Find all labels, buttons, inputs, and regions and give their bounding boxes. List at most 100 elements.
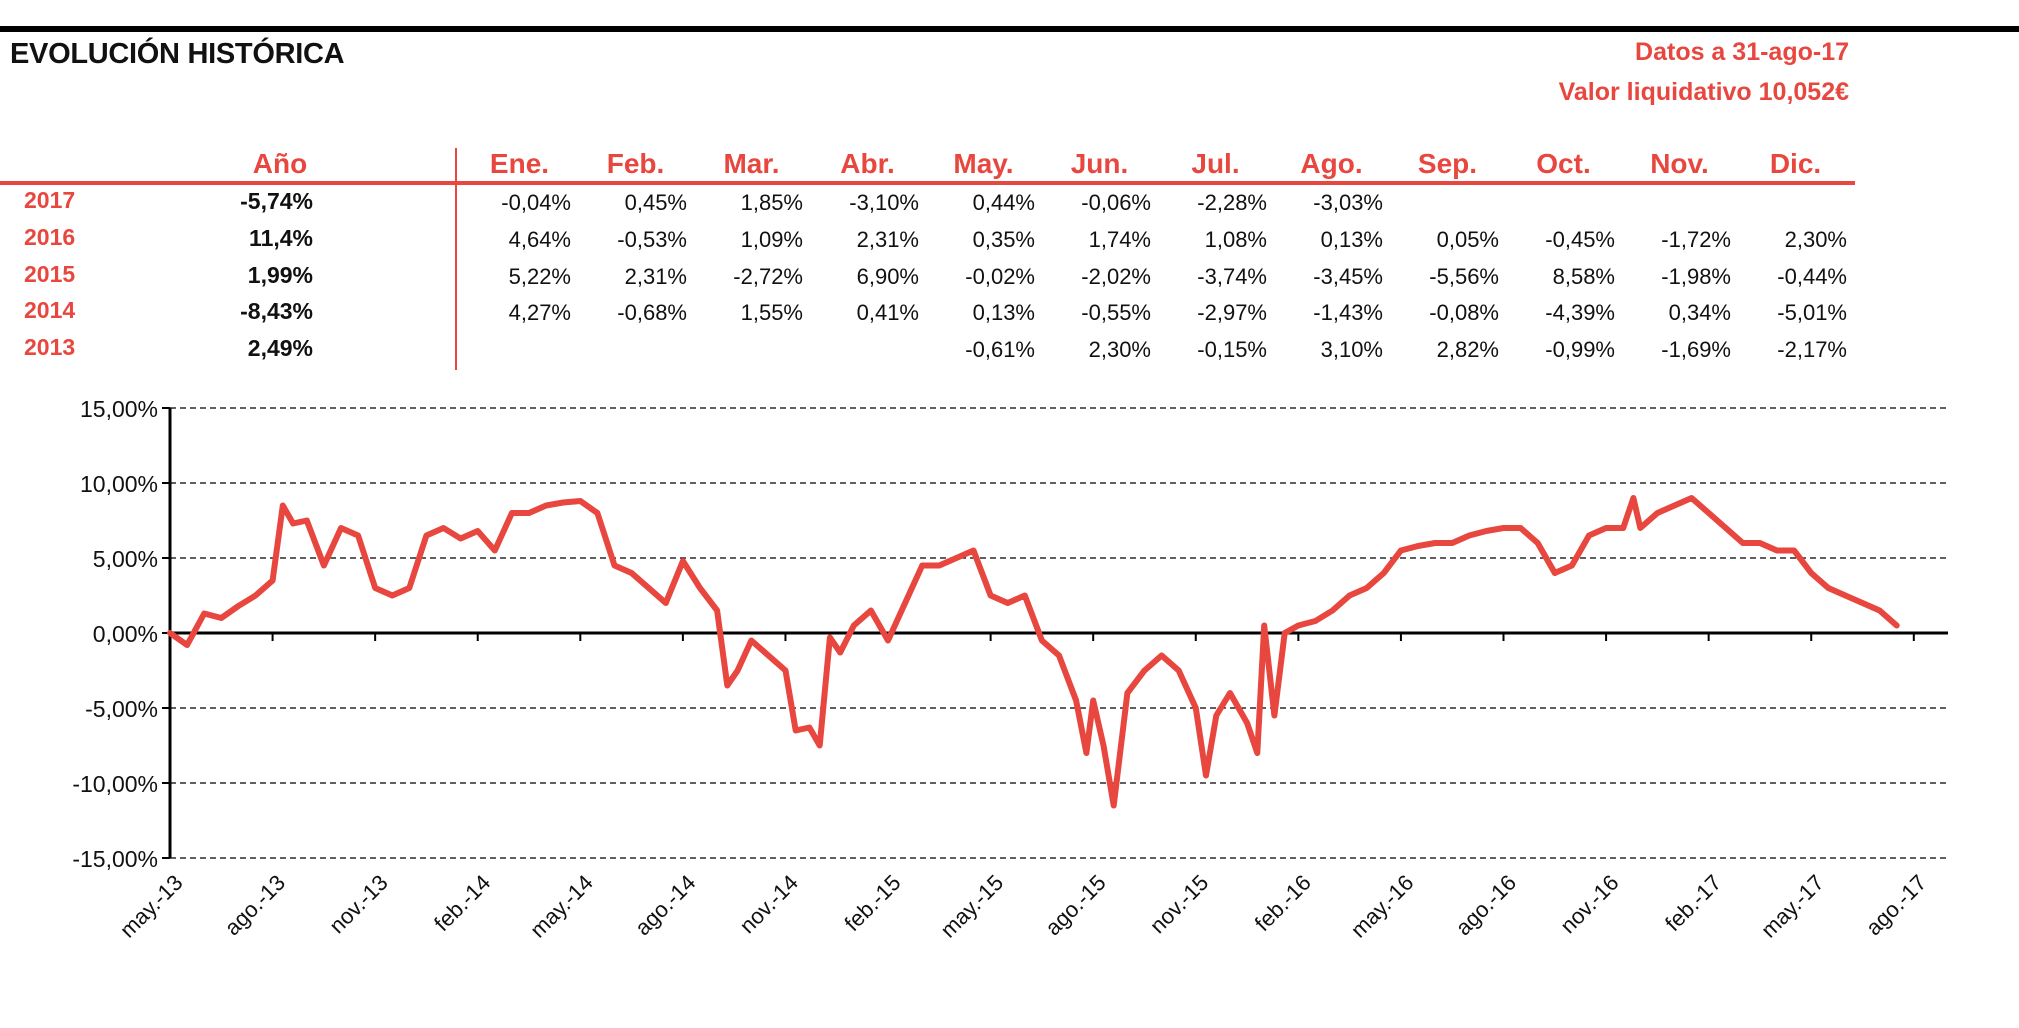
row-year: 2017 xyxy=(24,187,76,213)
monthly-return-cell: -0,44% xyxy=(1777,264,1847,289)
row-annual-return: 2,49% xyxy=(247,335,313,361)
monthly-return-cell: 5,22% xyxy=(508,264,571,289)
x-tick-label: ago.-16 xyxy=(1451,870,1521,940)
x-tick-label: ago.-15 xyxy=(1040,870,1110,940)
x-tick-label: nov.-13 xyxy=(324,870,392,938)
row-year: 2016 xyxy=(24,224,76,250)
year-header: Año xyxy=(252,148,308,179)
y-tick-label: -5,00% xyxy=(85,696,158,722)
x-tick-label: may.-13 xyxy=(115,870,188,943)
row-annual-return: -5,74% xyxy=(240,188,313,214)
monthly-return-cell: -0,45% xyxy=(1545,227,1615,252)
monthly-return-cell: -0,53% xyxy=(617,227,687,252)
monthly-return-cell: 1,09% xyxy=(740,227,803,252)
monthly-return-cell: -2,28% xyxy=(1197,190,1267,215)
monthly-return-cell: 3,10% xyxy=(1320,337,1383,362)
monthly-return-cell: 0,34% xyxy=(1668,300,1731,325)
x-tick-label: ago.-13 xyxy=(220,870,290,940)
page-title: EVOLUCIÓN HISTÓRICA xyxy=(10,38,345,70)
header-rule xyxy=(0,181,1855,185)
x-tick-label: may.-16 xyxy=(1346,870,1419,943)
month-header: Jul. xyxy=(1191,148,1240,179)
monthly-return-cell: -0,04% xyxy=(501,190,571,215)
x-tick-label: may.-17 xyxy=(1756,870,1829,943)
x-tick-label: feb.-17 xyxy=(1660,870,1726,936)
returns-table: Año Ene. Feb. Mar. Abr. May. Jun. Jul. A… xyxy=(0,0,2019,380)
monthly-return-cell: 2,31% xyxy=(856,227,919,252)
monthly-return-cell: -5,01% xyxy=(1777,300,1847,325)
x-tick-label: feb.-14 xyxy=(429,870,495,936)
table-row: 2013 2,49% -0,61% 2,30% -0,15% 3,10% 2,82% -0,9… xyxy=(0,334,1900,370)
monthly-return-cell: -2,17% xyxy=(1777,337,1847,362)
monthly-return-cell: 2,30% xyxy=(1088,337,1151,362)
month-header: Abr. xyxy=(840,148,895,179)
column-divider xyxy=(455,148,457,370)
y-tick-label: 5,00% xyxy=(93,546,158,572)
monthly-return-cell: 0,41% xyxy=(856,300,919,325)
top-rule xyxy=(0,26,2019,32)
monthly-return-cell: 1,55% xyxy=(740,300,803,325)
monthly-return-cell: 4,27% xyxy=(508,300,571,325)
monthly-return-cell: 0,13% xyxy=(1320,227,1383,252)
monthly-return-cell: 2,82% xyxy=(1436,337,1499,362)
table-row: 2014 -8,43% 4,27% -0,68% 1,55% 0,41% 0,13% -0,5… xyxy=(0,297,1900,333)
x-tick-label: feb.-16 xyxy=(1250,870,1316,936)
net-asset-value: Valor liquidativo 10,052€ xyxy=(1558,78,1849,106)
row-annual-return: 1,99% xyxy=(247,262,313,288)
y-tick-label: -10,00% xyxy=(72,771,158,797)
monthly-return-cell: -3,45% xyxy=(1313,264,1383,289)
monthly-return-cell: -2,02% xyxy=(1081,264,1151,289)
monthly-return-cell: 0,13% xyxy=(972,300,1035,325)
x-tick-label: may.-14 xyxy=(525,870,598,943)
monthly-return-cell: -3,10% xyxy=(849,190,919,215)
monthly-return-cell: -3,74% xyxy=(1197,264,1267,289)
month-header: Jun. xyxy=(1070,148,1129,179)
month-header: May. xyxy=(953,148,1014,179)
monthly-return-cell: -0,08% xyxy=(1429,300,1499,325)
series-line xyxy=(167,495,1900,809)
month-header: Ene. xyxy=(489,148,550,179)
performance-chart: 15,00% 10,00% 5,00% 0,00% -5,00% -10,00% -15,0… xyxy=(72,396,1948,943)
month-header: Dic. xyxy=(1769,148,1822,179)
monthly-return-cell: 0,05% xyxy=(1436,227,1499,252)
row-year: 2015 xyxy=(24,261,76,287)
row-year: 2014 xyxy=(24,297,76,323)
table-row: 2017 -5,74% -0,04% 0,45% 1,85% -3,10% 0,44% -0,… xyxy=(0,187,1900,223)
month-header: Mar. xyxy=(723,148,780,179)
monthly-return-cell: -1,43% xyxy=(1313,300,1383,325)
monthly-return-cell: 8,58% xyxy=(1552,264,1615,289)
x-tick-label: feb.-15 xyxy=(839,870,905,936)
monthly-return-cell: -0,68% xyxy=(617,300,687,325)
monthly-return-cell: 0,44% xyxy=(972,190,1035,215)
monthly-return-cell: -1,69% xyxy=(1661,337,1731,362)
y-tick-label: 10,00% xyxy=(80,471,158,497)
x-tick-label: ago.-17 xyxy=(1861,870,1931,940)
x-tick-label: nov.-15 xyxy=(1145,870,1213,938)
monthly-return-cell: 6,90% xyxy=(856,264,919,289)
monthly-return-cell: 1,74% xyxy=(1088,227,1151,252)
monthly-return-cell: -0,15% xyxy=(1197,337,1267,362)
monthly-return-cell: -1,72% xyxy=(1661,227,1731,252)
month-header: Nov. xyxy=(1650,148,1709,179)
y-tick-label: 0,00% xyxy=(93,621,158,647)
data-date: Datos a 31-ago-17 xyxy=(1635,38,1849,66)
monthly-return-cell: -0,61% xyxy=(965,337,1035,362)
monthly-return-cell: -4,39% xyxy=(1545,300,1615,325)
monthly-return-cell: -5,56% xyxy=(1429,264,1499,289)
monthly-return-cell: -0,99% xyxy=(1545,337,1615,362)
monthly-return-cell: -3,03% xyxy=(1313,190,1383,215)
table-row: 2016 11,4% 4,64% -0,53% 1,09% 2,31% 0,35% 1,74%… xyxy=(0,224,1900,260)
monthly-return-cell: 2,31% xyxy=(624,264,687,289)
month-header: Feb. xyxy=(606,148,665,179)
monthly-return-cell: 0,35% xyxy=(972,227,1035,252)
row-annual-return: 11,4% xyxy=(249,225,313,251)
month-header: Oct. xyxy=(1536,148,1591,179)
monthly-return-cell: 1,08% xyxy=(1204,227,1267,252)
x-tick-label: nov.-14 xyxy=(735,870,803,938)
x-tick-label: ago.-14 xyxy=(630,870,700,940)
month-header: Sep. xyxy=(1417,148,1478,179)
monthly-return-cell: -1,98% xyxy=(1661,264,1731,289)
row-year: 2013 xyxy=(24,334,76,360)
y-tick-label: -15,00% xyxy=(72,846,158,872)
monthly-return-cell: -2,72% xyxy=(733,264,803,289)
